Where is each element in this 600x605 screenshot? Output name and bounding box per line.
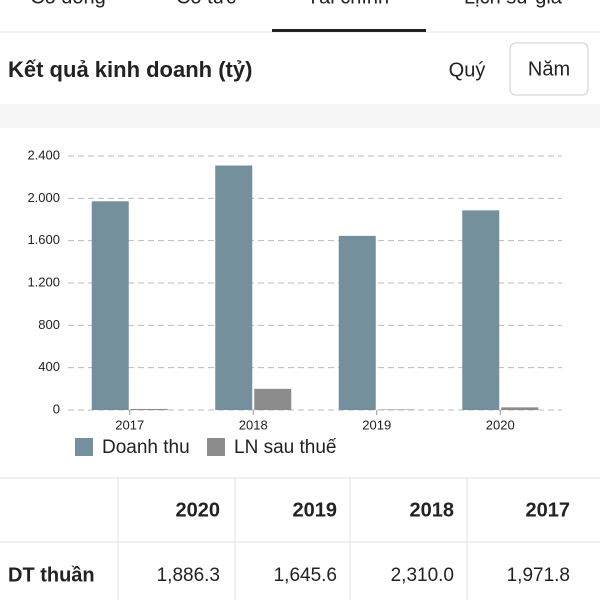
tab[interactable]: Tài chính [307,0,389,8]
bar [338,235,376,410]
y-tick-label: 400 [38,359,60,374]
bar [462,210,500,410]
y-tick-label: 800 [38,317,60,332]
period-button[interactable]: Năm [528,58,570,80]
header-bar [0,32,600,104]
bar [215,165,253,410]
y-tick-label: 2.400 [27,147,60,162]
separator [0,104,600,128]
y-tick-label: 2.000 [27,190,60,205]
bar [254,388,292,410]
tab[interactable]: Cổ tức [176,0,236,8]
legend-label: Doanh thu [102,437,190,458]
chart: 0 400 800 1.200 1.600 2.000 2.400 2017 2018 2019 2… [27,147,562,458]
period-button[interactable]: Quý [449,59,486,81]
legend-swatch [75,438,93,456]
period-button-box[interactable] [509,42,589,96]
bar [91,201,129,410]
y-tick-label: 0 [53,401,60,416]
row-header: DT thuần [8,564,95,586]
column-header: 2018 [410,499,455,521]
y-tick-label: 1.600 [27,232,60,247]
tab[interactable]: Cổ đông [30,0,106,8]
cell: 1,971.8 [507,565,570,586]
tab[interactable]: Lịch sử giá [464,0,563,8]
legend-label: LN sau thuế [234,437,337,458]
x-tick-label: 2017 [115,417,144,432]
column-header: 2019 [293,499,338,521]
bar [130,408,168,410]
cell: 1,886.3 [157,565,220,586]
column-header: 2017 [526,499,571,521]
bar [377,409,415,410]
legend-swatch [207,438,225,456]
tab-underline [272,29,426,32]
cell: 2,310.0 [391,565,454,586]
cell: 1,645.6 [274,565,337,586]
x-tick-label: 2019 [362,417,391,432]
x-tick-label: 2018 [239,417,268,432]
x-tick-label: 2020 [486,417,515,432]
table: 2020 2019 2018 2017 DT thuần 1,886.3 1,645.6 2,… [8,499,570,586]
column-header: 2020 [176,499,221,521]
section-title: Kết quả kinh doanh (tỷ) [8,57,252,82]
bar [501,407,539,410]
y-tick-label: 1.200 [27,274,60,289]
